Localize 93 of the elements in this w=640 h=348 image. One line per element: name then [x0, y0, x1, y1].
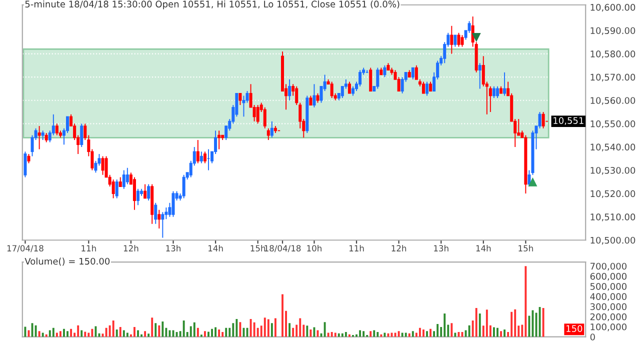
candlestick: [496, 86, 499, 99]
candlestick: [288, 78, 292, 101]
y-tick-label: 300,000: [590, 303, 626, 312]
y-tick-label: 10,600.00: [590, 4, 636, 12]
x-tick-label: 17/04/18: [7, 245, 44, 252]
x-tick-label: 14h: [208, 244, 223, 252]
candlestick: [200, 151, 203, 164]
candlestick: [503, 72, 506, 96]
candlestick: [158, 209, 161, 229]
candlestick: [80, 123, 84, 148]
candlestick: [422, 81, 425, 94]
chart-title: 5-minute 18/04/18 15:30:00 Open 10551, Hi 10551, Lo 10551, Close 10551 (0.0%): [25, 0, 400, 10]
candlestick: [122, 170, 126, 190]
candlestick: [136, 188, 140, 206]
candlestick: [348, 81, 351, 94]
candlestick: [330, 81, 334, 99]
x-tick-label: 11h: [82, 244, 96, 252]
candlestick: [203, 151, 206, 164]
x-tick-label: 13h: [166, 244, 180, 252]
y-tick-label: 10,570.00: [590, 74, 636, 82]
y-tick-label: 10,520.00: [590, 190, 636, 198]
y-tick-label: 700,000: [590, 262, 626, 271]
candlestick: [182, 174, 186, 199]
y-tick-label: 10,500.00: [590, 236, 636, 245]
x-tick-label: 12h: [392, 244, 406, 252]
candlestick: [242, 95, 246, 118]
candlestick: [238, 92, 242, 106]
candlestick: [41, 130, 44, 140]
candlestick: [147, 184, 150, 202]
candlestick: [309, 95, 312, 106]
y-tick-label: 10,560.00: [590, 97, 636, 105]
x-tick-label: 10h: [307, 244, 322, 252]
candlestick: [358, 70, 362, 87]
candlestick: [492, 86, 496, 99]
x-tick-label: 18/04/18: [264, 245, 301, 252]
candlestick: [115, 179, 118, 199]
candlestick: [256, 104, 260, 124]
candlestick: [316, 92, 320, 104]
text: 150: [566, 325, 582, 332]
candlestick: [55, 123, 58, 136]
candlestick: [154, 202, 158, 224]
candlestick: [369, 67, 372, 92]
y-tick-label: 10,590.00: [590, 27, 636, 35]
candlestick: [411, 67, 414, 80]
candlestick: [263, 106, 266, 129]
y-tick-label: 600,000: [590, 272, 626, 281]
x-tick-label: 12h: [124, 244, 138, 252]
candlestick: [351, 86, 354, 96]
candlestick: [488, 86, 492, 112]
candlestick: [144, 184, 147, 199]
candlestick: [132, 176, 136, 210]
candlestick: [112, 179, 115, 199]
candlestick: [450, 25, 454, 54]
candlestick: [312, 84, 316, 108]
candlestick: [196, 139, 200, 164]
candlestick: [24, 151, 27, 178]
y-tick-label: 0: [590, 334, 595, 340]
candlestick: [27, 153, 30, 164]
y-tick-label: 100,000: [590, 323, 626, 332]
candlestick: [101, 156, 104, 176]
candlestick: [457, 32, 460, 48]
candlestick: [429, 81, 432, 92]
candlestick: [454, 34, 457, 48]
chart-title: Volume() = 150.00: [24, 258, 110, 266]
candlestick: [542, 112, 545, 129]
candlestick: [118, 176, 122, 188]
x-tick-label: 11h: [349, 244, 364, 252]
candlestick: [218, 130, 221, 150]
x-tick-label: 15h: [518, 244, 533, 252]
x-tick-label: 14h: [476, 244, 491, 252]
candlestick: [161, 212, 164, 238]
candlestick: [266, 128, 270, 140]
candlestick: [383, 64, 386, 78]
candlestick: [478, 62, 482, 90]
y-tick-label: 10,550.00: [590, 120, 636, 128]
y-tick-label: 500,000: [590, 283, 626, 291]
candlestick: [425, 81, 429, 96]
y-tick-label: 10,540.00: [590, 144, 636, 152]
y-tick-label: 200,000: [590, 313, 626, 322]
annotation: 10,551: [554, 117, 584, 125]
candlestick: [270, 120, 274, 138]
y-tick-label: 10,530.00: [590, 166, 636, 175]
candlestick: [44, 132, 48, 143]
candlestick: [460, 34, 464, 48]
candlestick: [376, 67, 380, 90]
x-tick-label: 13h: [434, 244, 448, 252]
y-tick-label: 400,000: [590, 293, 626, 301]
x-tick-label: 15h: [250, 244, 266, 252]
candlestick: [172, 190, 175, 218]
y-tick-label: 10,580.00: [590, 50, 636, 58]
y-tick-label: 10,510.00: [590, 214, 636, 222]
candlestick: [38, 126, 41, 150]
candlestick: [126, 167, 129, 185]
